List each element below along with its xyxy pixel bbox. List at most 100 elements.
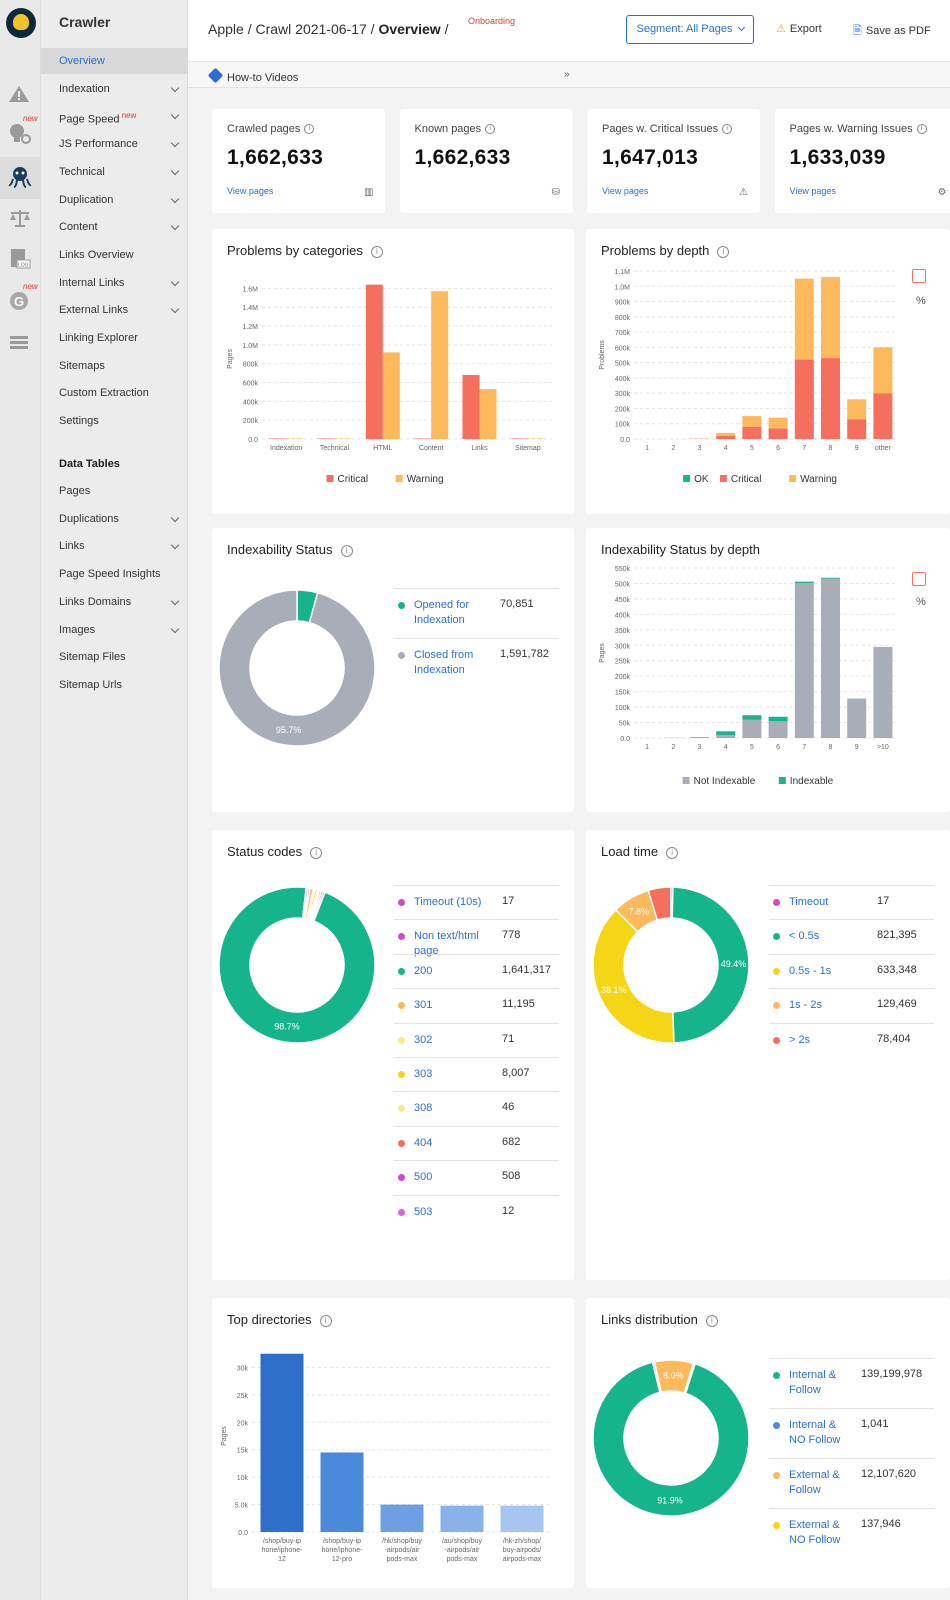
legend-row[interactable]: > 2s 78,404 (769, 1022, 934, 1057)
legend-label[interactable]: External & NO Follow (789, 1519, 841, 1546)
legend-label[interactable]: Internal & NO Follow (789, 1419, 841, 1446)
sidebar-item-js-performance[interactable]: JS Performance (41, 131, 188, 157)
sidebar-item-page-speed[interactable]: Page Speed new (41, 103, 188, 129)
data-table-icon[interactable] (8, 334, 32, 356)
legend-label[interactable]: Critical (338, 474, 369, 485)
bar-segment[interactable] (690, 737, 709, 738)
save-pdf-button[interactable]: 🗎 Save as PDF (853, 22, 931, 41)
bar[interactable] (365, 284, 383, 439)
legend-label[interactable]: Timeout (10s) (414, 896, 482, 908)
bar[interactable] (320, 1452, 364, 1532)
legend-label[interactable]: Not Indexable (694, 776, 756, 787)
bar[interactable] (382, 352, 400, 439)
legend-label[interactable]: OK (694, 474, 709, 485)
sidebar-item-links-overview[interactable]: Links Overview (41, 242, 188, 268)
bar-segment[interactable] (873, 393, 893, 439)
legend-row[interactable]: 1s - 2s 129,469 (769, 988, 934, 1022)
bar-segment[interactable] (794, 278, 814, 360)
bar[interactable] (286, 438, 304, 440)
sidebar-item-duplications[interactable]: Duplications (41, 506, 188, 532)
export-button[interactable]: ⚠ Export (776, 22, 822, 35)
legend-row[interactable]: 503 12 (394, 1194, 559, 1229)
sidebar-item-external-links[interactable]: External Links (41, 297, 188, 323)
info-icon[interactable]: i (340, 544, 353, 557)
legend-row[interactable]: 303 8,007 (394, 1057, 559, 1091)
chart-view-toggle-icon[interactable] (912, 572, 926, 586)
semrush-octopus-logo[interactable] (6, 8, 36, 38)
info-icon[interactable]: i (916, 124, 927, 135)
legend-label[interactable]: Opened for Indexation (414, 599, 470, 626)
legend-row[interactable]: Opened for Indexation 70,851 (394, 588, 559, 638)
legend-row[interactable]: 200 1,641,317 (394, 953, 559, 988)
info-icon[interactable]: i (705, 1314, 718, 1327)
legend-row[interactable]: < 0.5s 821,395 (769, 919, 934, 953)
segment-dropdown[interactable]: Segment: All Pages (626, 15, 754, 44)
donut-slice[interactable] (311, 890, 327, 923)
sidebar-item-sitemap-files[interactable]: Sitemap Files (41, 644, 188, 670)
sidebar-item-internal-links[interactable]: Internal Links (41, 270, 188, 296)
sidebar-item-technical[interactable]: Technical (41, 159, 188, 185)
legend-label[interactable]: Internal & Follow (789, 1369, 837, 1396)
sidebar-item-custom-extraction[interactable]: Custom Extraction (41, 380, 188, 406)
bar-segment[interactable] (847, 698, 867, 738)
legend-row[interactable]: Closed from Indexation 1,591,782 (394, 638, 559, 688)
donut-slice[interactable] (592, 908, 675, 1044)
bar-segment[interactable] (716, 432, 736, 436)
bar-segment[interactable] (821, 578, 840, 738)
bar[interactable] (260, 1353, 304, 1532)
legend-row[interactable]: 302 71 (394, 1022, 559, 1057)
legend-label[interactable]: Warning (407, 474, 444, 485)
legend-row[interactable]: 301 11,195 (394, 988, 559, 1022)
bar-segment[interactable] (794, 583, 814, 738)
bar[interactable] (334, 438, 352, 440)
sidebar-item-content[interactable]: Content (41, 214, 188, 240)
info-icon[interactable]: i (666, 846, 679, 859)
view-pages-link[interactable]: View pages (602, 186, 649, 196)
sidebar-item-overview[interactable]: Overview (41, 48, 188, 74)
legend-row[interactable]: 308 46 (394, 1091, 559, 1125)
donut-slice[interactable] (218, 589, 376, 747)
legend-label[interactable]: < 0.5s (789, 930, 820, 943)
bar-segment[interactable] (768, 417, 788, 429)
database-icon[interactable]: ⛁ (551, 187, 560, 198)
bar[interactable] (479, 389, 497, 439)
onboarding-link[interactable]: Onboarding (468, 16, 516, 26)
bar[interactable] (440, 1505, 484, 1532)
sidebar-item-settings[interactable]: Settings (41, 408, 188, 434)
legend-label[interactable]: 404 (414, 1136, 433, 1149)
scales-icon[interactable] (8, 208, 32, 230)
donut-slice[interactable] (670, 886, 674, 919)
bar-segment[interactable] (847, 419, 867, 439)
bar-segment[interactable] (821, 577, 840, 579)
bar-segment[interactable] (821, 277, 840, 359)
legend-row[interactable]: Internal & NO Follow 1,041 (769, 1408, 934, 1458)
bar[interactable] (462, 375, 480, 439)
legend-row[interactable]: External & Follow 12,107,620 (769, 1458, 934, 1508)
double-chevron-down-icon[interactable]: » (564, 69, 570, 80)
bar-segment[interactable] (742, 416, 762, 427)
legend-row[interactable]: Timeout 17 (769, 885, 934, 919)
sidebar-item-sitemaps[interactable]: Sitemaps (41, 353, 188, 379)
legend-label[interactable]: 0.5s - 1s (789, 964, 832, 977)
legend-label[interactable]: Critical (731, 474, 762, 485)
sidebar-item-images[interactable]: Images (41, 617, 188, 643)
legend-row[interactable]: Non text/html page 778 (394, 919, 559, 957)
percent-toggle[interactable]: % (916, 596, 926, 608)
bar-segment[interactable] (716, 734, 736, 738)
sidebar-item-duplication[interactable]: Duplication (41, 187, 188, 213)
bar-segment[interactable] (768, 428, 788, 439)
sidebar-item-indexation[interactable]: Indexation (41, 76, 188, 102)
sidebar-item-linking-explorer[interactable]: Linking Explorer (41, 325, 188, 351)
legend-row[interactable]: 404 682 (394, 1125, 559, 1160)
donut-slice[interactable] (670, 886, 750, 1044)
view-pages-link[interactable]: View pages (227, 186, 274, 196)
sidebar-item-links-domains[interactable]: Links Domains (41, 589, 188, 615)
donut-slice[interactable] (218, 886, 376, 1044)
warning-triangle-icon[interactable]: ⚠ (739, 187, 748, 198)
bar-segment[interactable] (873, 347, 893, 394)
info-icon[interactable]: i (370, 245, 383, 258)
legend-row[interactable]: Internal & Follow 139,199,978 (769, 1358, 934, 1408)
info-icon[interactable]: i (717, 245, 730, 258)
breadcrumb-crawl[interactable]: Crawl 2021-06-17 / (255, 21, 375, 37)
legend-label[interactable]: 303 (414, 1068, 433, 1080)
